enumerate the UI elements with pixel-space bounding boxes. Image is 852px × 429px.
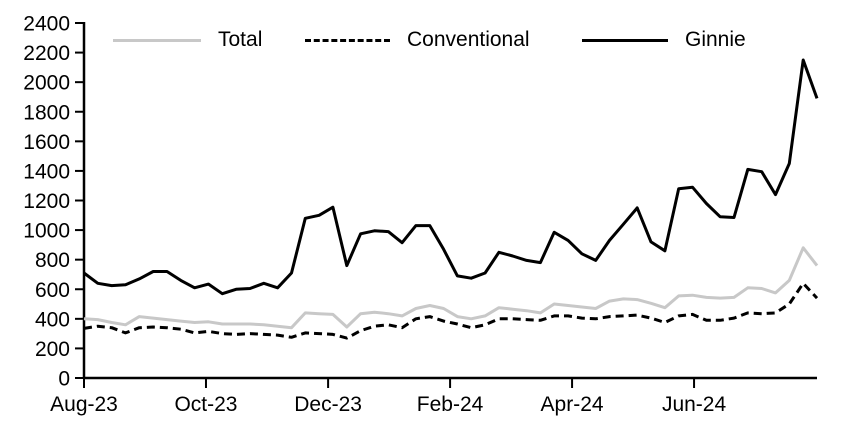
y-tick-label: 1800 <box>23 101 70 124</box>
legend-label-ginnie: Ginnie <box>685 28 746 51</box>
y-tick-label: 600 <box>35 279 70 302</box>
ginnie-line-swatch <box>582 38 668 42</box>
y-tick-label: 1200 <box>23 190 70 213</box>
total-line-swatch <box>113 38 201 42</box>
y-tick-label: 200 <box>35 338 70 361</box>
conventional-series-line <box>83 281 819 340</box>
y-tick-label: 0 <box>58 368 70 391</box>
x-tick-label: Aug-23 <box>50 393 118 416</box>
y-tick-label: 800 <box>35 249 70 272</box>
y-tick-label: 1600 <box>23 131 70 154</box>
ginnie-series-line <box>83 58 819 296</box>
y-tick-label: 400 <box>35 308 70 331</box>
legend-label-total: Total <box>218 28 263 51</box>
y-tick-label: 2000 <box>23 72 70 95</box>
x-tick-label: Feb-24 <box>417 393 484 416</box>
x-tick-label: Dec-23 <box>294 393 362 416</box>
total-series-line <box>83 246 819 330</box>
y-tick-label: 2400 <box>23 13 70 36</box>
y-tick-label: 1000 <box>23 220 70 243</box>
x-tick-label: Jun-24 <box>662 393 727 416</box>
legend-item-ginnie: Ginnie <box>582 27 746 53</box>
y-tick-label: 1400 <box>23 160 70 183</box>
legend-item-conventional: Conventional <box>305 27 530 53</box>
conventional-line-swatch <box>305 38 390 42</box>
legend-label-conventional: Conventional <box>407 28 530 51</box>
x-tick-label: Oct-23 <box>174 393 237 416</box>
legend-item-total: Total <box>113 27 262 53</box>
x-tick-label: Apr-24 <box>541 393 604 416</box>
y-tick-label: 2200 <box>23 42 70 65</box>
